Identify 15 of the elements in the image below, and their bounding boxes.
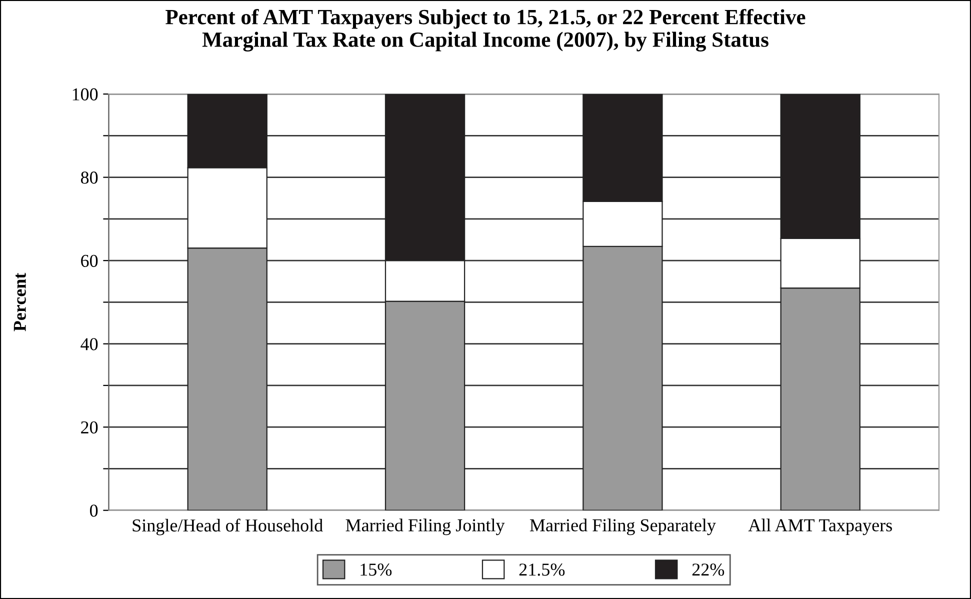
x-tick-label: Married Filing Jointly xyxy=(346,518,505,536)
y-tick-label: 80 xyxy=(80,172,98,184)
y-axis-title: Percent xyxy=(14,272,26,332)
y-tick-label: 20 xyxy=(81,421,98,434)
x-tick-label: Single/Head of Household xyxy=(132,518,323,536)
y-tick-label: 100 xyxy=(72,88,98,100)
x-tick-label: All AMT Taxpayers xyxy=(748,518,892,536)
y-tick-label: 0 xyxy=(90,504,98,517)
y-tick-label: 40 xyxy=(80,338,98,350)
legend-label: 22% xyxy=(692,564,724,576)
legend-label: 15% xyxy=(360,564,392,576)
y-tick-label: 60 xyxy=(81,254,98,268)
x-tick-label: Married Filing Separately xyxy=(530,518,716,536)
chart-title: Percent of AMT Taxpayers Subject to 15, 21.5, or 22 Percent Effective Marginal Tax Rate on Capital Income (2007), by Filing Status xyxy=(166,8,806,52)
legend-label: 21.5% xyxy=(519,564,565,576)
